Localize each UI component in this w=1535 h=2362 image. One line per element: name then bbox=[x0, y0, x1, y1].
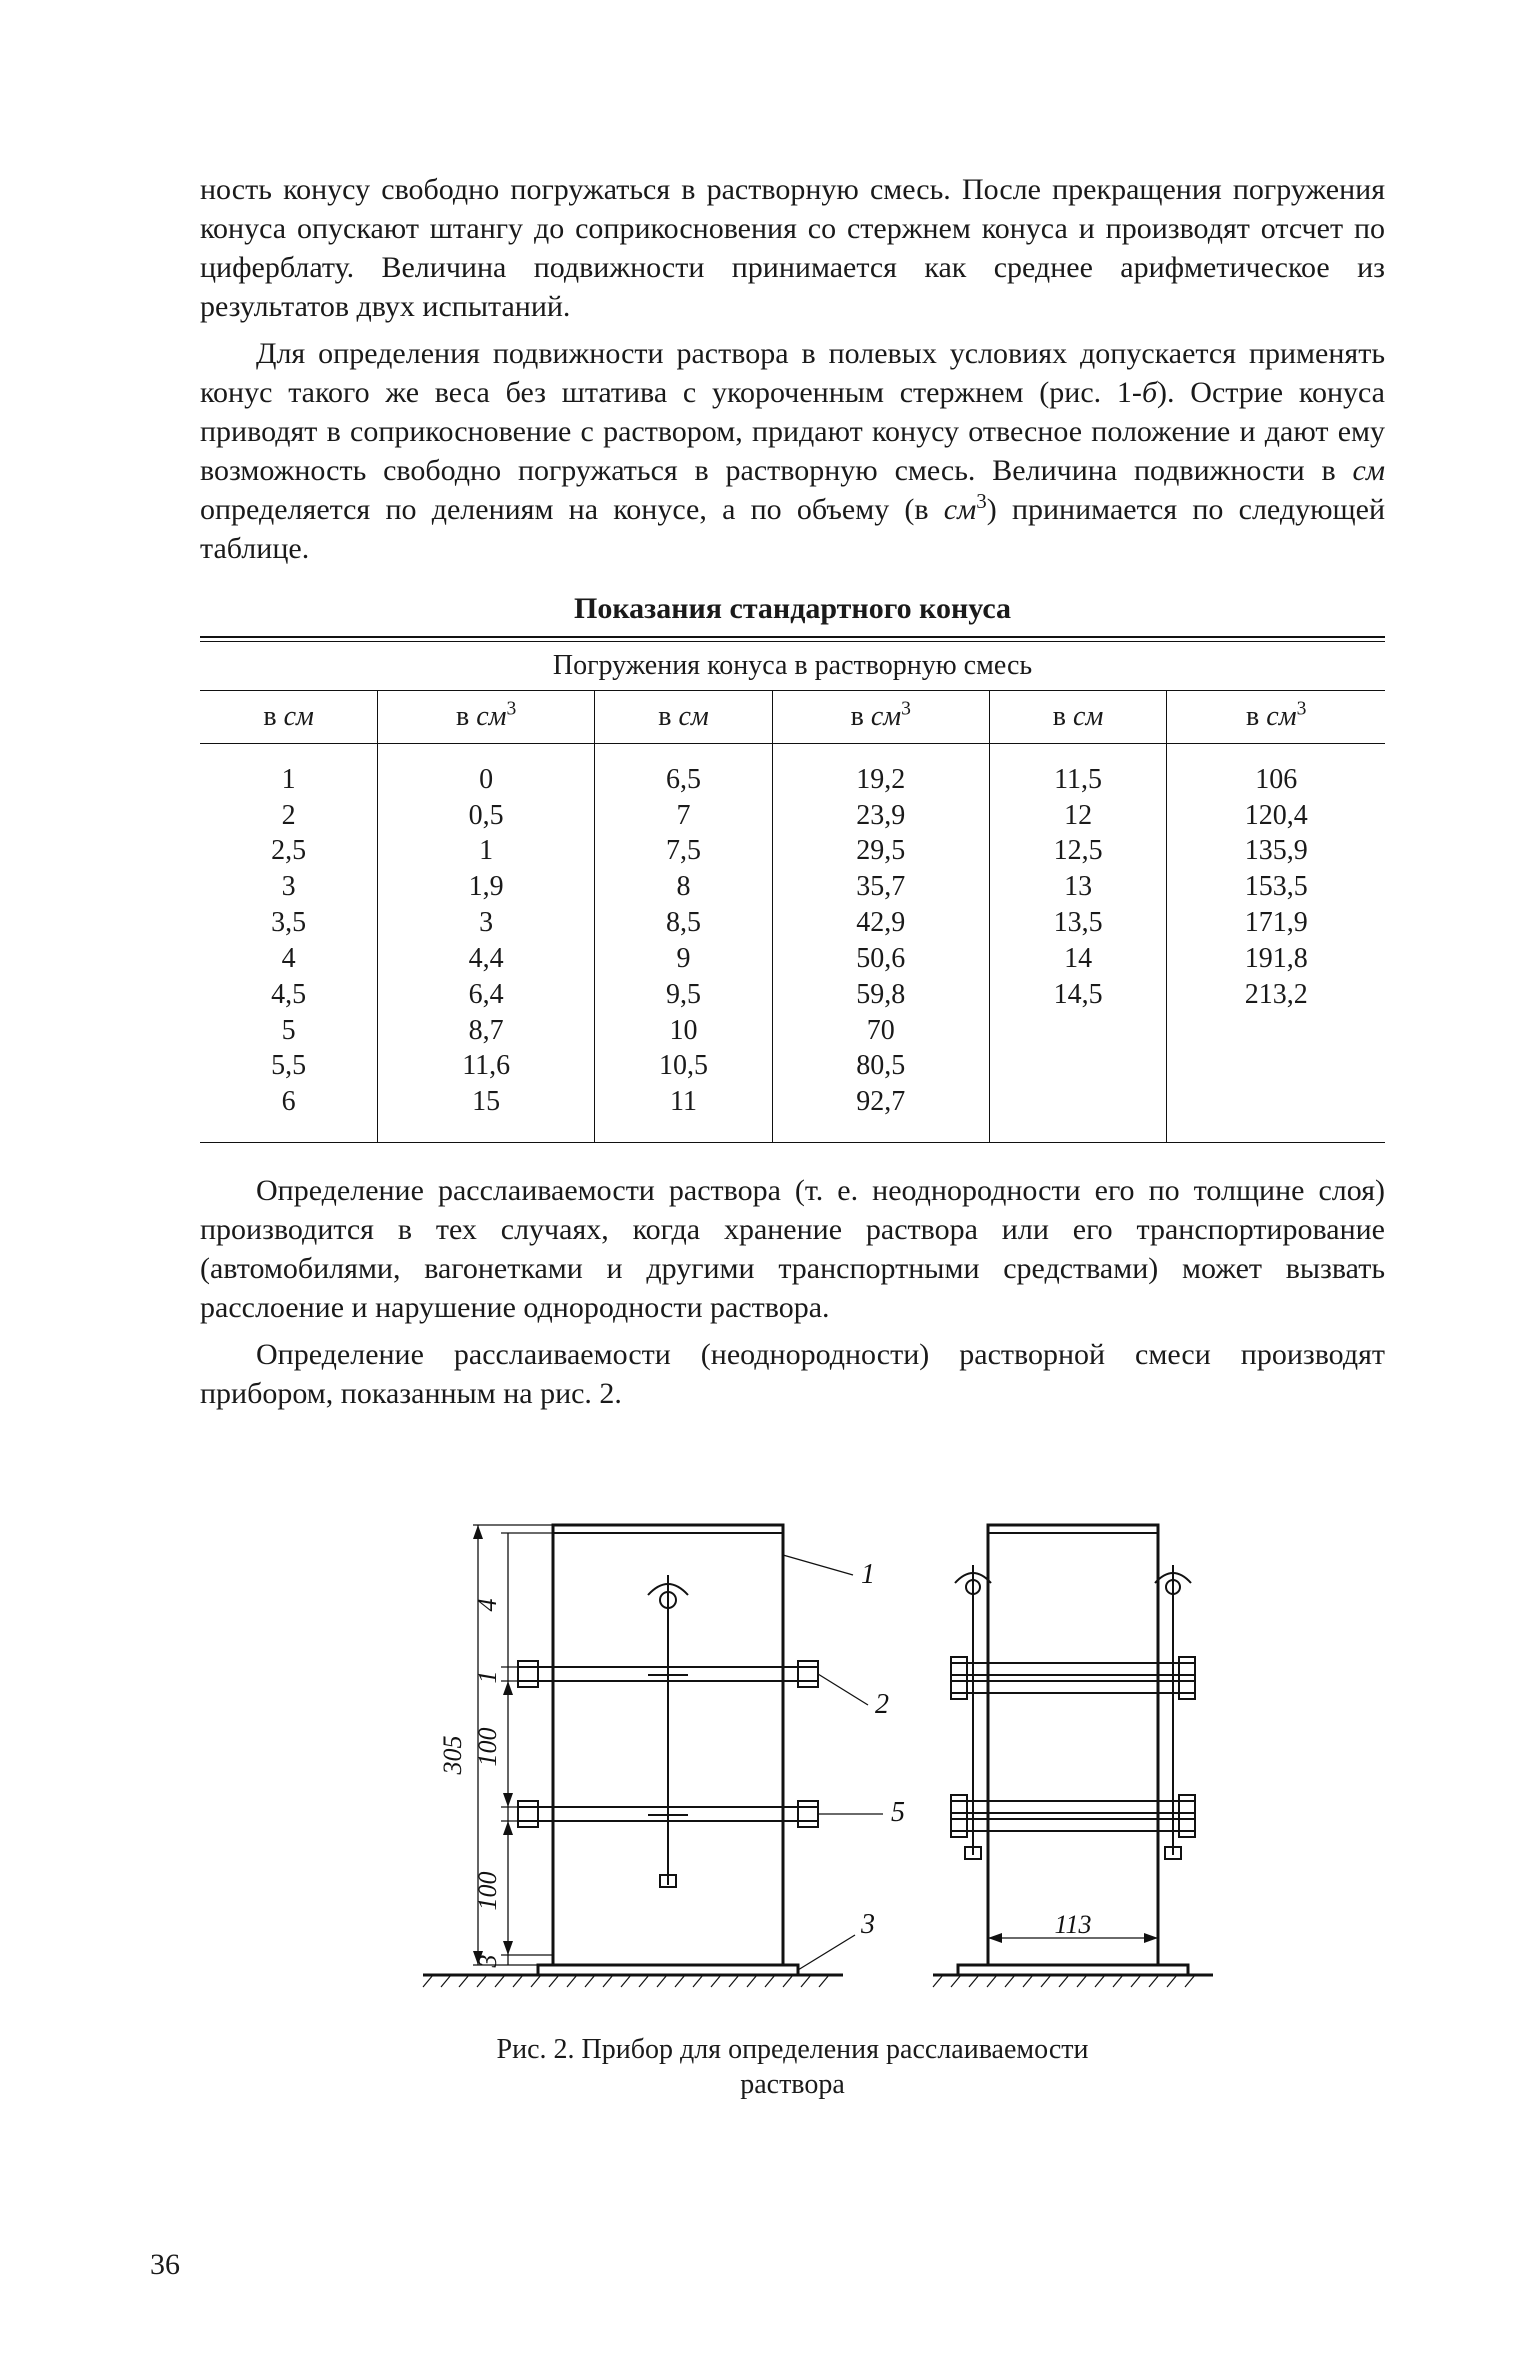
para-3: Определение расслаиваемости раствора (т.… bbox=[200, 1171, 1385, 1327]
col-cm-3: 11,51212,51313,51414,5 bbox=[989, 744, 1167, 1142]
callout-3: 3 bbox=[860, 1909, 875, 1940]
cone-table: Погружения конуса в растворную смесь в с… bbox=[200, 636, 1385, 1143]
col-cm3-2: 19,223,929,535,742,950,659,87080,592,7 bbox=[772, 744, 989, 1142]
page-number: 36 bbox=[150, 2248, 180, 2282]
para-2-unit-cm3: см bbox=[944, 493, 976, 526]
figure-2-caption-line1: Рис. 2. Прибор для определения расслаива… bbox=[497, 2034, 1089, 2065]
th-cm3-2-prefix: в bbox=[851, 701, 871, 732]
callout-1: 1 bbox=[861, 1559, 875, 1590]
th-cm-3-prefix: в bbox=[1053, 701, 1073, 732]
th-cm-2-prefix: в bbox=[658, 701, 678, 732]
para-1: ность конусу свободно погружаться в раст… bbox=[200, 170, 1385, 326]
col-cm-2: 6,577,588,599,51010,511 bbox=[595, 744, 773, 1142]
th-cm3-1-unit: см bbox=[476, 701, 506, 732]
dim-305: 305 bbox=[438, 1736, 467, 1776]
th-cm-3-unit: см bbox=[1073, 701, 1103, 732]
th-cm-2-unit: см bbox=[678, 701, 708, 732]
dim-100a: 100 bbox=[473, 1728, 502, 1767]
figure-2-caption: Рис. 2. Прибор для определения расслаива… bbox=[343, 2032, 1243, 2102]
th-cm3-3-prefix: в bbox=[1246, 701, 1266, 732]
th-cm3-3-sup: 3 bbox=[1297, 699, 1307, 720]
th-cm-2: в см bbox=[595, 691, 773, 743]
table-body-row: 122,533,544,555,56 00,511,934,46,48,711,… bbox=[200, 744, 1385, 1142]
figure-2: 305 100 100 4 1 3 bbox=[343, 1455, 1243, 2102]
dim-4: 4 bbox=[473, 1599, 502, 1612]
para-2-unit-cm: см bbox=[1353, 454, 1385, 487]
para-4: Определение расслаиваемости (неоднородно… bbox=[200, 1335, 1385, 1413]
para-2: Для определения подвижности раствора в п… bbox=[200, 334, 1385, 568]
para-2-sup: 3 bbox=[976, 489, 987, 513]
th-cm3-1-prefix: в bbox=[456, 701, 476, 732]
callout-2: 2 bbox=[875, 1689, 889, 1720]
table-title: Показания стандартного конуса bbox=[200, 592, 1385, 626]
col-cm3-1: 00,511,934,46,48,711,615 bbox=[378, 744, 595, 1142]
th-cm-1: в см bbox=[200, 691, 378, 743]
callout-5: 5 bbox=[891, 1797, 905, 1828]
dim-1: 1 bbox=[473, 1671, 502, 1684]
dim-3: 3 bbox=[473, 1955, 502, 1969]
table-rule-bottom bbox=[200, 1142, 1385, 1143]
th-cm3-2: в см3 bbox=[772, 691, 989, 743]
dim-100b: 100 bbox=[473, 1872, 502, 1911]
table-span-header: Погружения конуса в растворную смесь bbox=[200, 642, 1385, 690]
th-cm-1-unit: см bbox=[284, 701, 314, 732]
table-head-row: в см в см3 в см в см3 в см в см3 bbox=[200, 691, 1385, 743]
table-span-header-row: Погружения конуса в растворную смесь bbox=[200, 642, 1385, 690]
figure-2-caption-line2: раствора bbox=[740, 2069, 845, 2100]
col-cm3-3: 106120,4135,9153,5171,9191,8213,2 bbox=[1167, 744, 1385, 1142]
para-2-figref: б bbox=[1142, 376, 1157, 409]
th-cm3-3-unit: см bbox=[1266, 701, 1296, 732]
para-2c: определяется по делениям на конусе, а по… bbox=[200, 493, 944, 526]
th-cm-3: в см bbox=[989, 691, 1167, 743]
dim-113: 113 bbox=[1054, 1910, 1091, 1939]
figure-2-svg: 305 100 100 4 1 3 bbox=[343, 1455, 1243, 2015]
th-cm3-2-sup: 3 bbox=[901, 699, 911, 720]
th-cm3-3: в см3 bbox=[1167, 691, 1385, 743]
th-cm3-1: в см3 bbox=[378, 691, 595, 743]
th-cm3-2-unit: см bbox=[871, 701, 901, 732]
th-cm3-1-sup: 3 bbox=[507, 699, 517, 720]
th-cm-1-prefix: в bbox=[263, 701, 283, 732]
col-cm-1: 122,533,544,555,56 bbox=[200, 744, 378, 1142]
page: ность конусу свободно погружаться в раст… bbox=[0, 0, 1535, 2362]
